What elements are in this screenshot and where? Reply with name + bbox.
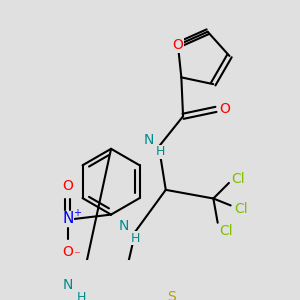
Text: N: N — [118, 219, 129, 233]
Text: N: N — [63, 278, 73, 292]
Text: O: O — [62, 179, 73, 193]
Text: O: O — [172, 38, 183, 52]
Text: O: O — [62, 245, 73, 259]
Text: S: S — [167, 290, 176, 300]
Text: Cl: Cl — [220, 224, 233, 239]
Text: H: H — [77, 291, 86, 300]
Text: N: N — [62, 212, 74, 226]
Text: ⁻: ⁻ — [73, 249, 80, 262]
Text: O: O — [219, 102, 230, 116]
Text: H: H — [156, 145, 165, 158]
Text: +: + — [73, 208, 81, 218]
Text: H: H — [131, 232, 140, 245]
Text: Cl: Cl — [231, 172, 244, 187]
Text: Cl: Cl — [234, 202, 248, 216]
Text: N: N — [143, 133, 154, 147]
